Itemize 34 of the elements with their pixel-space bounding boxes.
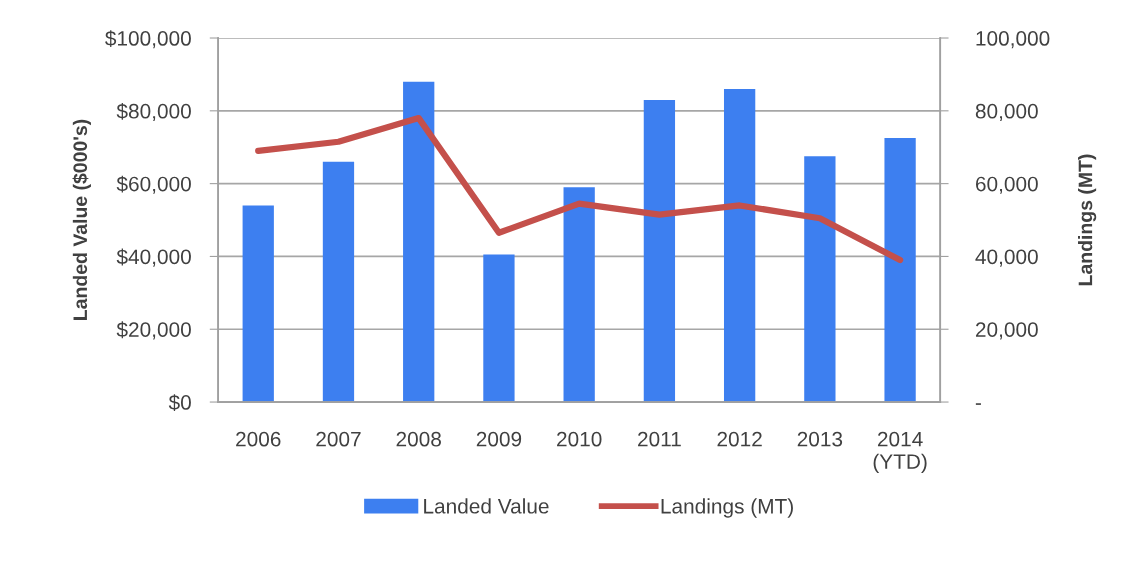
x-tick-label: 2013 — [797, 431, 843, 447]
y2-tick-label: - — [975, 403, 981, 405]
y2-tick-label: 60,000 — [975, 176, 1038, 194]
bar — [483, 254, 515, 403]
bar — [242, 205, 274, 403]
x-tick-label: 2007 — [316, 431, 361, 447]
bar — [723, 88, 756, 403]
y2-axis-title: Landings (MT) — [1078, 154, 1097, 286]
y-axis-title: Landed Value ($000's) — [72, 119, 91, 320]
x-tick-label: 2011 — [638, 431, 681, 447]
y-tick-label: $0 — [168, 394, 191, 412]
x-tick-label: 2010 — [557, 431, 602, 447]
y-tick-label: $40,000 — [116, 248, 191, 267]
y2-tick-label: 100,000 — [976, 31, 1050, 49]
y-tick-label: $60,000 — [116, 175, 191, 194]
x-tick-label: 2006 — [236, 431, 281, 447]
legend-label: Landed Value — [424, 498, 549, 514]
bar — [884, 138, 916, 403]
legend-label: Landings (MT) — [661, 498, 793, 518]
x-tick-label: 2014 (YTD) — [873, 431, 927, 474]
x-tick-label: 2012 — [717, 431, 762, 447]
bar — [804, 156, 836, 403]
y2-tick-label: 40,000 — [975, 249, 1038, 267]
y-tick-label: $20,000 — [116, 321, 191, 340]
x-tick-label: 2008 — [396, 431, 441, 447]
y2-tick-label: 80,000 — [975, 103, 1038, 122]
bar — [403, 81, 435, 403]
x-tick-label: 2009 — [476, 431, 522, 447]
y-tick-label: $100,000 — [105, 30, 191, 49]
bar — [322, 161, 355, 403]
y-tick-label: $80,000 — [116, 102, 191, 122]
y2-tick-label: 20,000 — [975, 322, 1038, 340]
bar — [563, 187, 595, 403]
bar — [643, 99, 676, 403]
